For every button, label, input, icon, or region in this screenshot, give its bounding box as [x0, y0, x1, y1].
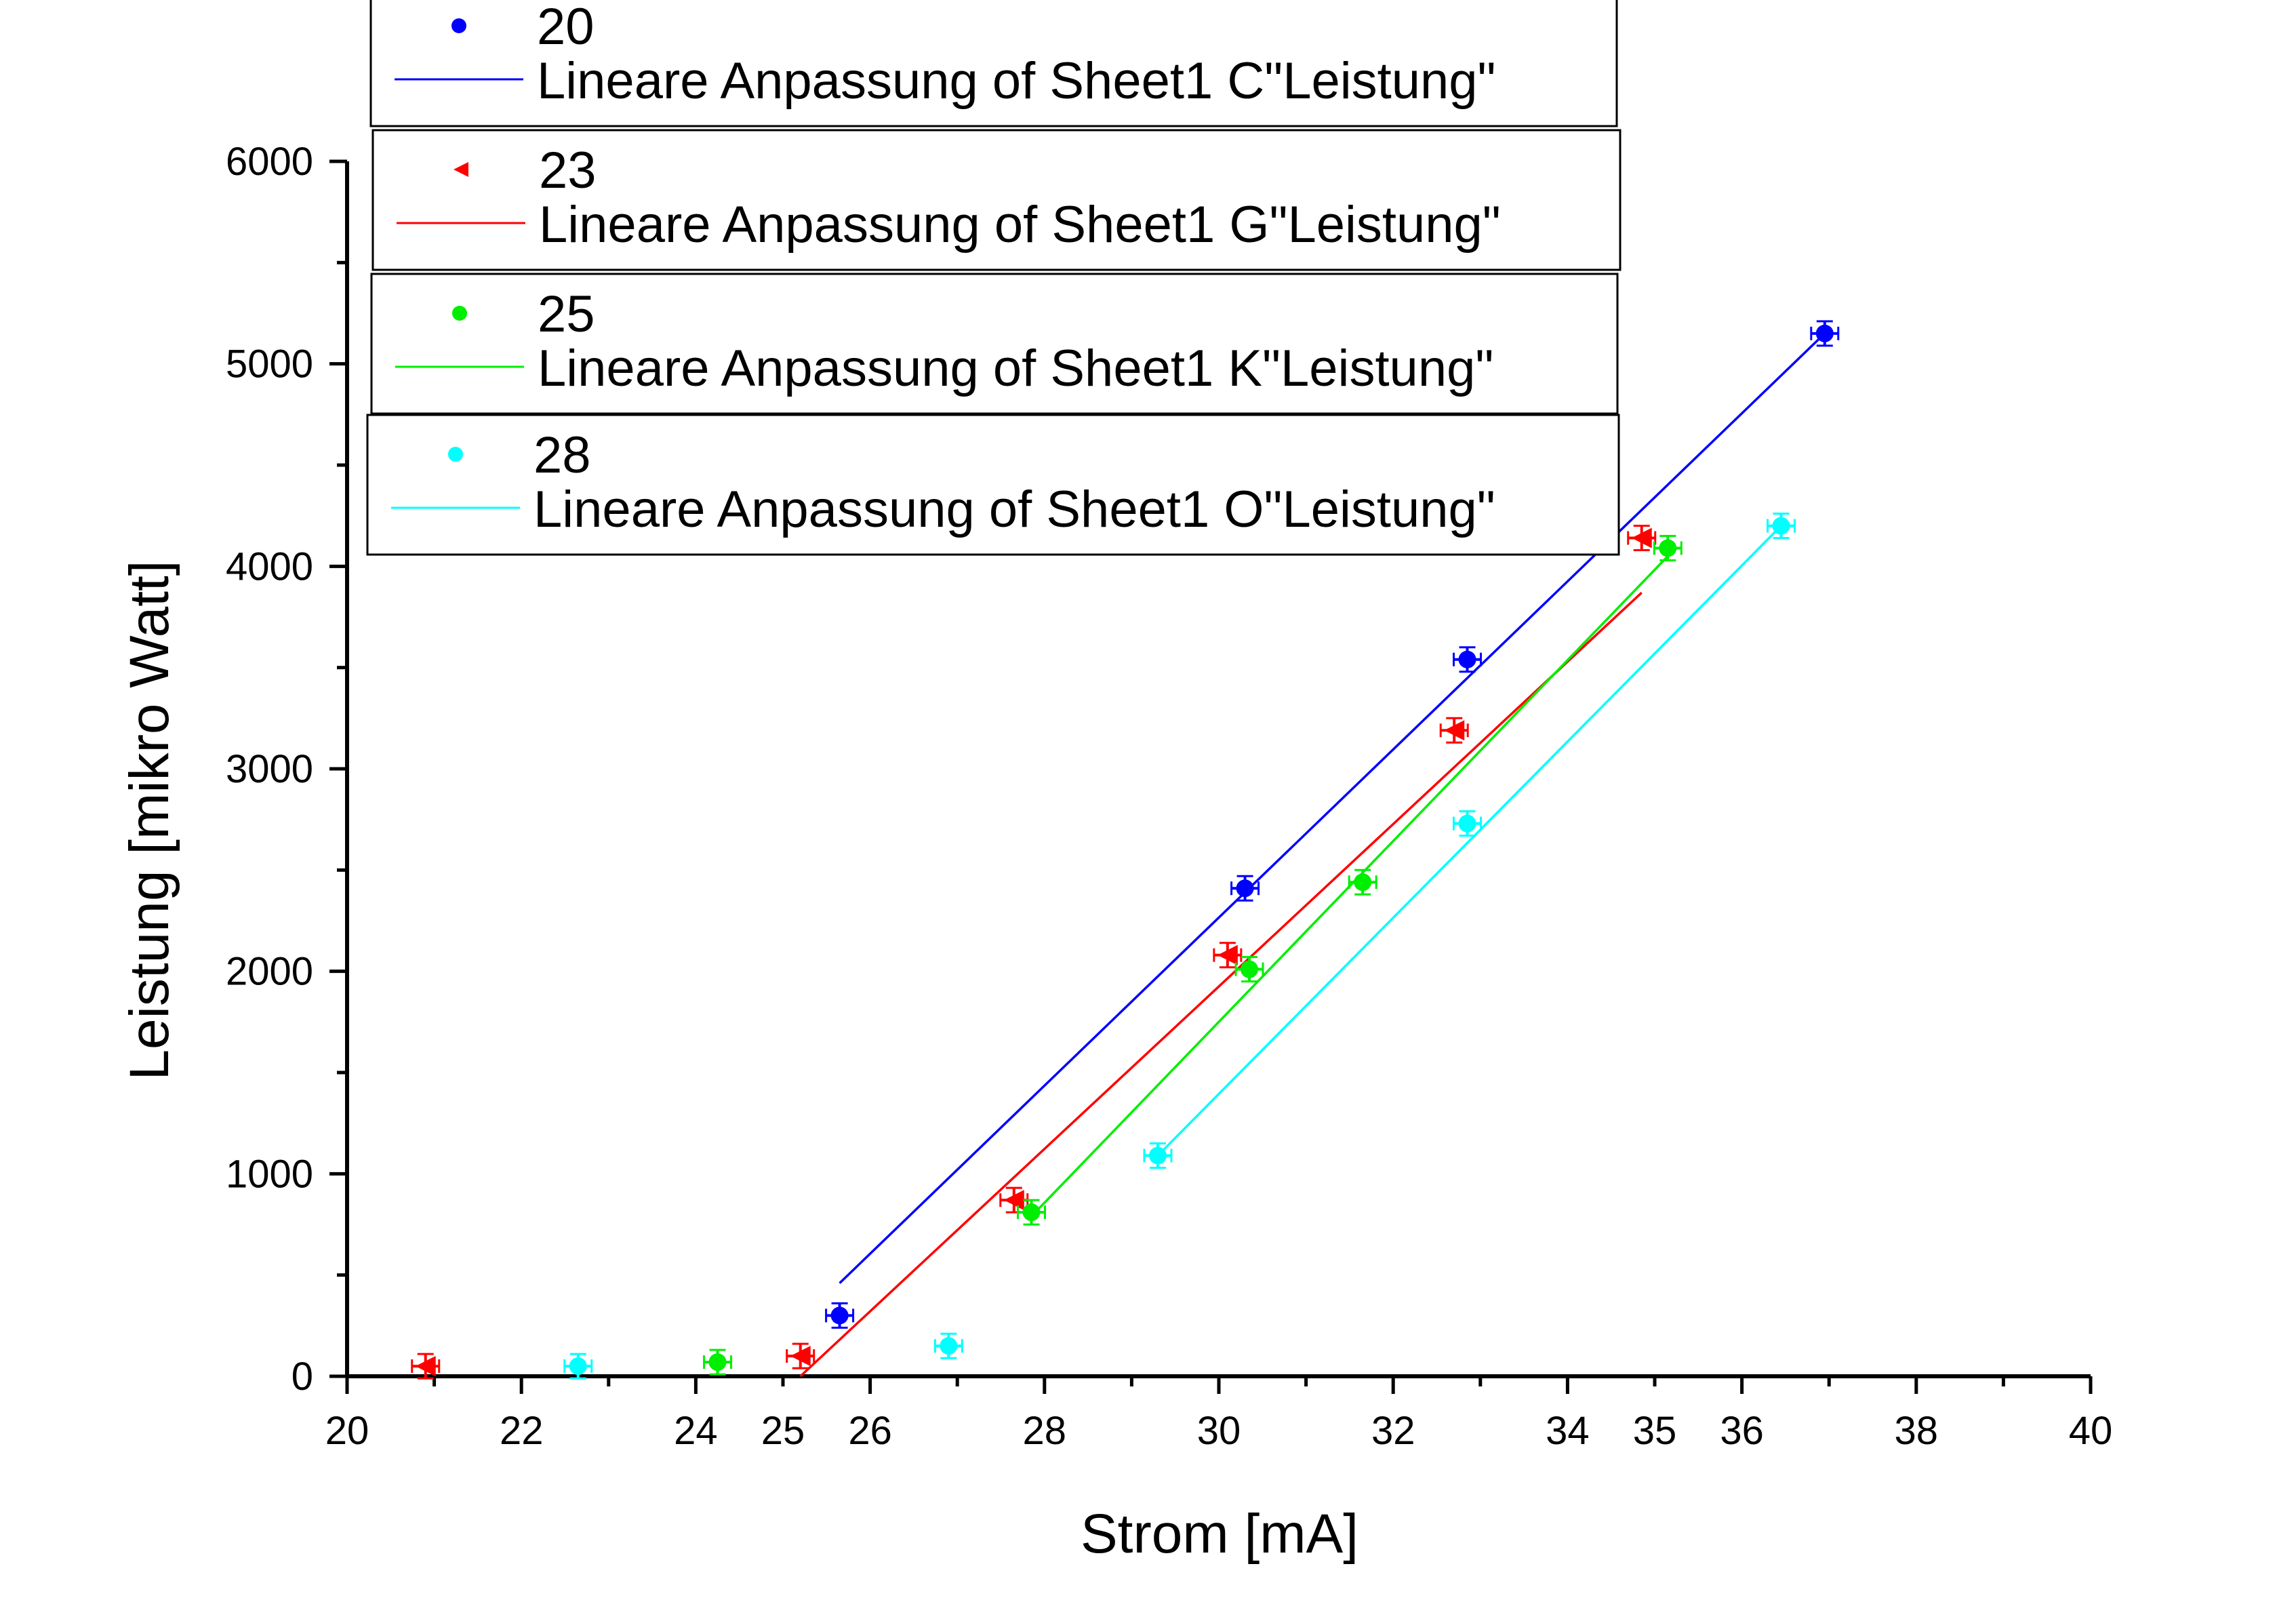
- legend-fit-label: Lineare Anpassung of Sheet1 C"Leistung": [537, 52, 1496, 110]
- legend-fit-label: Lineare Anpassung of Sheet1 G"Leistung": [539, 196, 1501, 254]
- x-tick-label: 30: [1197, 1409, 1241, 1453]
- legend-series-label: 20: [537, 0, 595, 56]
- tick-marks: [329, 159, 2093, 1394]
- y-tick-label: 3000: [226, 747, 313, 791]
- data-point-25: [1653, 534, 1683, 561]
- x-tick-label: 38: [1895, 1409, 1939, 1453]
- tick-labels: 20 22 24 25 26 28 30 32 34 35 36 38 40 0 1000 2000 3000 4…: [226, 140, 2112, 1453]
- data-point-20: [1230, 875, 1260, 902]
- data-point-28: [1766, 513, 1796, 540]
- x-tick-label: 35: [1633, 1409, 1677, 1453]
- x-tick-label: 24: [674, 1409, 718, 1453]
- data-point-23: [1627, 525, 1657, 552]
- data-point-25: [1234, 956, 1264, 983]
- data-point-23: [786, 1342, 815, 1369]
- legend-marker: [454, 162, 468, 177]
- data-point-20: [825, 1302, 855, 1329]
- data-point-20: [1810, 320, 1840, 347]
- legend-frame: [369, 0, 1618, 127]
- data-point-28: [933, 1332, 963, 1359]
- x-tick-label: 28: [1023, 1409, 1067, 1453]
- x-tick-label: 32: [1371, 1409, 1415, 1453]
- legend-series-label: 23: [539, 142, 597, 199]
- data-point-28: [1143, 1142, 1173, 1169]
- x-tick-label: 34: [1546, 1409, 1590, 1453]
- x-tick-label: 22: [500, 1409, 544, 1453]
- legend-frame: [366, 414, 1620, 556]
- legend-marker: [452, 306, 467, 321]
- data-point-20: [1453, 646, 1483, 673]
- y-tick-label: 1000: [226, 1152, 313, 1196]
- legend-marker: [448, 447, 463, 462]
- y-tick-label: 5000: [226, 342, 313, 386]
- data-point-28: [563, 1353, 593, 1380]
- legend-series-label: 25: [538, 285, 595, 343]
- data-point-25: [703, 1348, 733, 1376]
- data-point-28: [1453, 810, 1483, 837]
- x-tick-label: 36: [1720, 1409, 1764, 1453]
- legend-fit-label: Lineare Anpassung of Sheet1 O"Leistung": [533, 481, 1495, 538]
- data-point-23: [1439, 717, 1469, 744]
- x-tick-label: 25: [761, 1409, 805, 1453]
- data-point-25: [1348, 868, 1377, 896]
- data-point-25: [1017, 1199, 1047, 1226]
- y-tick-label: 0: [291, 1355, 313, 1399]
- legend-series-label: 28: [533, 426, 591, 484]
- legend-fit-label: Lineare Anpassung of Sheet1 K"Leistung": [538, 340, 1493, 397]
- x-axis-label: Strom [mA]: [1081, 1503, 1358, 1565]
- legend-frame: [371, 129, 1622, 271]
- fit-line-20: [839, 332, 1826, 1284]
- y-tick-label: 2000: [226, 950, 313, 994]
- legend-frame: [370, 273, 1619, 415]
- y-tick-label: 4000: [226, 544, 313, 588]
- legend-marker: [451, 18, 466, 33]
- data-point-23: [411, 1353, 441, 1380]
- fit-line-28: [1156, 525, 1782, 1157]
- fit-line-23: [799, 591, 1643, 1378]
- data-points: [411, 320, 1840, 1380]
- x-tick-label: 40: [2069, 1409, 2113, 1453]
- x-tick-label: 20: [325, 1409, 369, 1453]
- y-axis-label: Leistung [mikro Watt]: [119, 560, 180, 1080]
- x-tick-label: 26: [848, 1409, 892, 1453]
- data-point-23: [1213, 942, 1243, 969]
- y-tick-label: 6000: [226, 140, 313, 184]
